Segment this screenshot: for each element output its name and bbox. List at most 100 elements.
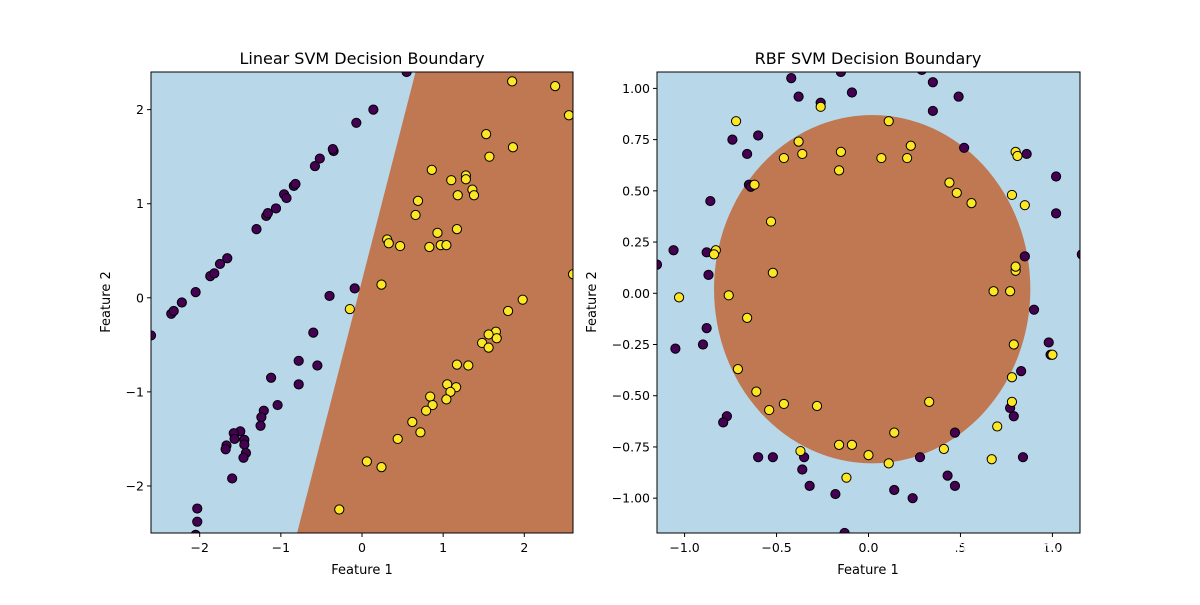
rbf-point-class0 (907, 493, 918, 504)
rbf-point-class1 (795, 445, 806, 457)
linear-point-class1 (383, 238, 394, 249)
rbf-point-class0 (797, 464, 808, 475)
linear-point-class1 (502, 305, 514, 317)
rbf-point-class0 (1008, 411, 1019, 422)
linear-x-tick-label: 2 (520, 540, 528, 555)
rbf-point-class0 (793, 91, 804, 102)
linear-point-class1 (452, 190, 463, 201)
rbf-point-class1 (793, 136, 804, 147)
rbf-point-class1 (1006, 396, 1018, 407)
rbf-point-class0 (959, 142, 970, 153)
linear-point-class1 (491, 333, 502, 344)
linear-point-class0 (255, 420, 266, 431)
linear-point-class1 (395, 240, 406, 252)
linear-x-tick-label: −2 (190, 540, 208, 555)
linear-point-class0 (168, 305, 179, 317)
rbf-point-class0 (753, 452, 764, 463)
rbf-point-class0 (670, 343, 681, 354)
linear-point-class0 (239, 439, 250, 450)
linear-point-class1 (484, 151, 495, 162)
linear-point-class1 (446, 175, 457, 186)
linear-title: Linear SVM Decision Boundary (239, 49, 484, 68)
linear-point-class1 (410, 209, 421, 221)
rbf-point-class1 (905, 140, 916, 151)
rbf-points (657, 72, 1080, 533)
rbf-point-class0 (949, 480, 961, 491)
linear-point-class1 (441, 240, 452, 251)
linear-point-class0 (262, 208, 273, 219)
linear-point-class0 (293, 379, 304, 390)
linear-point-class1 (361, 456, 372, 467)
linear-point-class0 (314, 153, 325, 164)
rbf-point-class1 (883, 116, 894, 127)
rbf-point-class1 (797, 148, 808, 160)
linear-point-class1 (483, 342, 494, 353)
rbf-y-tick-label: −0.25 (612, 337, 650, 352)
linear-point-class1 (344, 303, 355, 315)
linear-point-class0 (351, 117, 362, 128)
rbf-y-tick-label: 1.00 (622, 81, 650, 96)
linear-point-class0 (222, 253, 233, 264)
rbf-point-class1 (966, 198, 977, 209)
rbf-y-tick-label: 0.50 (622, 183, 650, 198)
linear-point-class0 (309, 160, 321, 172)
linear-point-class1 (451, 359, 463, 370)
rbf-y-ticks: 1.00 0.75 0.50 0.25 0.00 −0.25 −0.50 −0.75 −1.00 (612, 81, 657, 506)
rbf-point-class1 (833, 165, 845, 176)
linear-point-class0 (227, 473, 238, 484)
rbf-point-class1 (749, 179, 760, 190)
linear-point-class0 (192, 503, 203, 514)
linear-point-class1 (426, 164, 437, 175)
rbf-point-class1 (764, 404, 775, 416)
rbf-point-class1 (889, 427, 900, 438)
linear-point-class1 (481, 128, 492, 140)
linear-point-class0 (190, 529, 201, 533)
rbf-point-class0 (1016, 366, 1027, 377)
linear-point-class0 (349, 283, 360, 294)
linear-point-class1 (460, 174, 471, 185)
linear-point-class1 (376, 462, 387, 473)
linear-point-class0 (151, 330, 157, 341)
rbf-class1-region (714, 115, 1031, 464)
rbf-point-class1 (951, 187, 962, 198)
rbf-point-class0 (889, 484, 900, 496)
rbf-point-class0 (804, 480, 815, 491)
rbf-point-class1 (835, 146, 847, 158)
linear-point-class1 (483, 329, 494, 340)
linear-point-class0 (290, 178, 301, 190)
rbf-point-class0 (927, 105, 938, 117)
rbf-point-class0 (1043, 337, 1054, 348)
linear-point-class1 (567, 269, 573, 280)
rbf-point-class0 (753, 130, 764, 141)
linear-y-ticks: −2 −1 0 1 2 (126, 102, 151, 493)
rbf-point-class1 (708, 249, 720, 260)
rbf-point-class1 (1047, 349, 1058, 360)
rbf-point-class1 (723, 290, 734, 301)
linear-y-tick-label: 1 (136, 196, 144, 211)
rbf-x-ticks: −1.0 −0.5 0.0 .5 1.0 (669, 533, 1062, 555)
rbf-point-class0 (1050, 208, 1062, 219)
rbf-point-class1 (730, 116, 742, 127)
rbf-point-class0 (953, 91, 964, 102)
linear-point-class0 (368, 104, 379, 115)
rbf-point-class0 (839, 527, 850, 533)
linear-point-class1 (376, 279, 387, 290)
rbf-point-class1 (863, 450, 874, 461)
rbf-point-class0 (697, 339, 709, 350)
linear-points (151, 72, 573, 533)
rbf-point-class1 (1006, 189, 1018, 201)
linear-point-class0 (190, 287, 201, 298)
rbf-point-class1 (778, 398, 790, 410)
linear-point-class1 (334, 504, 345, 515)
rbf-x-tick-label: −1.0 (669, 540, 699, 555)
rbf-point-class1 (1019, 200, 1030, 211)
rbf-point-class1 (988, 286, 999, 297)
linear-point-class1 (563, 110, 573, 121)
linear-point-class1 (451, 224, 463, 235)
rbf-y-tick-label: −0.50 (612, 388, 650, 403)
rbf-y-tick-label: 0.25 (622, 235, 650, 250)
rbf-point-class1 (938, 443, 950, 455)
rbf-point-class1 (767, 267, 778, 278)
linear-point-class1 (441, 394, 452, 405)
